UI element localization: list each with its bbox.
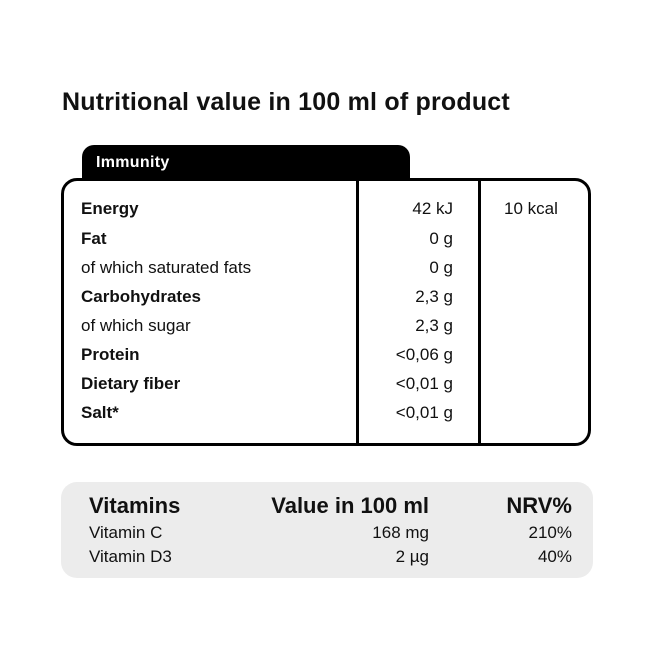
- nutrition-row-saturated-fats: of which saturated fats 0 g: [0, 258, 656, 287]
- value-header: Value in 100 ml: [271, 493, 429, 518]
- nutrition-value: <0,06 g: [395, 345, 453, 364]
- vitamin-nrv: 40%: [537, 547, 572, 566]
- vitamins-table: [61, 482, 593, 578]
- nutrition-label: Dietary fiber: [81, 374, 181, 393]
- nutrition-value: 2,3 g: [415, 287, 453, 306]
- nutrition-row-sugar: of which sugar 2,3 g: [0, 316, 656, 345]
- page-title: Nutritional value in 100 ml of product: [62, 88, 510, 116]
- energy-kcal-value: 10 kcal: [504, 199, 558, 218]
- vitamin-row-c: Vitamin C 168 mg 210%: [0, 523, 656, 547]
- nutrition-row-energy: Energy 42 kJ 10 kcal: [0, 199, 656, 228]
- nutrition-row-carbohydrates: Carbohydrates 2,3 g: [0, 287, 656, 316]
- nutrition-value: 42 kJ: [412, 199, 453, 218]
- nutrition-value: <0,01 g: [395, 403, 453, 422]
- nutrition-value: 0 g: [429, 258, 453, 277]
- nutrition-label: Energy: [81, 199, 139, 218]
- column-divider: [356, 178, 359, 446]
- vitamin-row-d3: Vitamin D3 2 µg 40%: [0, 547, 656, 571]
- nutrition-table: [61, 178, 591, 446]
- nutrition-label: Carbohydrates: [81, 287, 201, 306]
- nutrition-row-fat: Fat 0 g: [0, 229, 656, 258]
- vitamin-amount: 2 µg: [395, 547, 429, 566]
- vitamin-name: Vitamin C: [89, 523, 163, 542]
- nutrition-label: of which sugar: [81, 316, 191, 335]
- nutrition-label: of which saturated fats: [81, 258, 252, 277]
- nutrition-value: <0,01 g: [395, 374, 453, 393]
- nutrition-value: 0 g: [429, 229, 453, 248]
- nutrition-label: Salt*: [81, 403, 119, 422]
- nutrition-row-dietary-fiber: Dietary fiber <0,01 g: [0, 374, 656, 403]
- category-tab-label: Immunity: [96, 154, 170, 171]
- vitamins-header: Vitamins: [89, 493, 181, 518]
- vitamin-amount: 168 mg: [372, 523, 429, 542]
- nutrition-value: 2,3 g: [415, 316, 453, 335]
- nutrition-row-salt: Salt* <0,01 g: [0, 403, 656, 432]
- nutrition-label: Protein: [81, 345, 140, 364]
- nutrition-label: Fat: [81, 229, 107, 248]
- vitamin-name: Vitamin D3: [89, 547, 172, 566]
- nrv-header: NRV%: [506, 493, 572, 518]
- nutrition-row-protein: Protein <0,06 g: [0, 345, 656, 374]
- column-divider: [478, 178, 481, 446]
- vitamin-nrv: 210%: [528, 523, 572, 542]
